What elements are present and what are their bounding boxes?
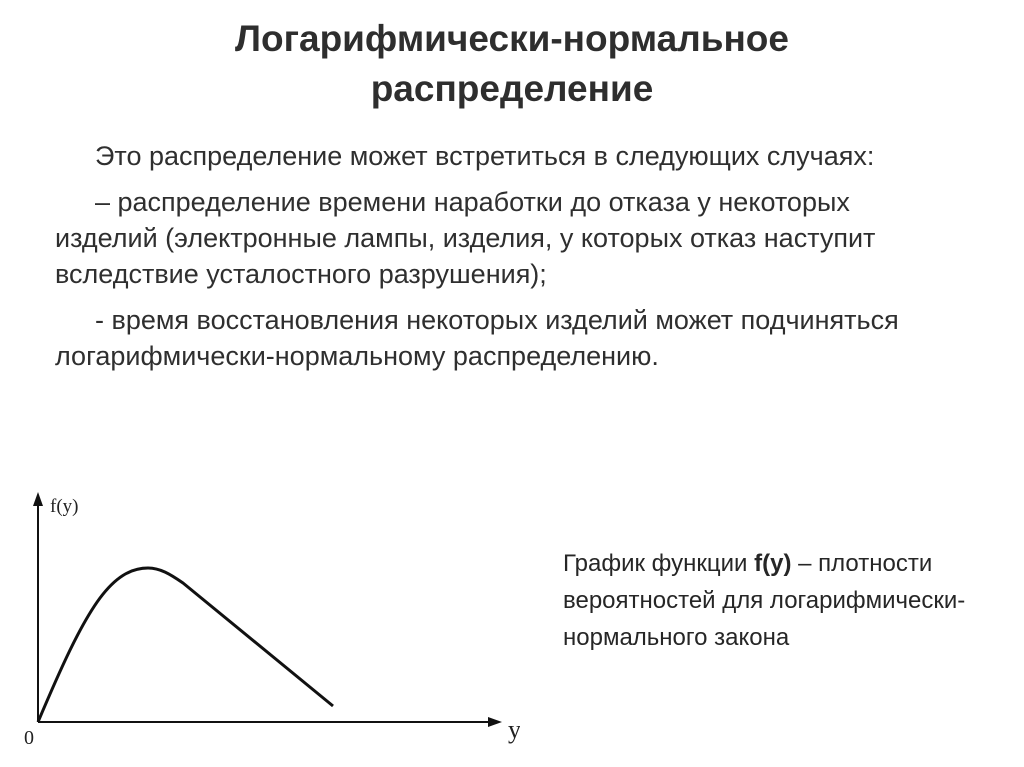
x-axis-label: y <box>508 715 520 744</box>
caption-function: f(y) <box>754 550 792 577</box>
caption-suffix: – плотности вероятностей для логарифмиче… <box>563 550 966 651</box>
y-axis-arrow <box>33 492 43 506</box>
density-graph: f(y) y 0 <box>24 492 520 749</box>
slide-title-line-1: Логарифмически-нормальное <box>235 18 789 59</box>
y-axis-label: f(y) <box>50 496 78 517</box>
slide-title: Логарифмически-нормальное распределение <box>0 14 1024 114</box>
body-text: Это распределение может встретиться в сл… <box>55 138 935 374</box>
x-axis-arrow <box>488 717 502 727</box>
paragraph-failure-time: – распределение времени наработки до отк… <box>55 187 876 289</box>
slide-title-line-2: распределение <box>370 68 654 109</box>
graph-caption: График функции f(y) – плотности вероятно… <box>563 545 1003 656</box>
caption-prefix: График функции <box>563 550 755 577</box>
origin-label: 0 <box>24 727 34 749</box>
paragraph-intro: Это распределение может встретиться в сл… <box>95 141 875 171</box>
paragraph-recovery-time: - время восстановления некоторых изделий… <box>55 305 899 371</box>
density-curve <box>36 566 334 723</box>
